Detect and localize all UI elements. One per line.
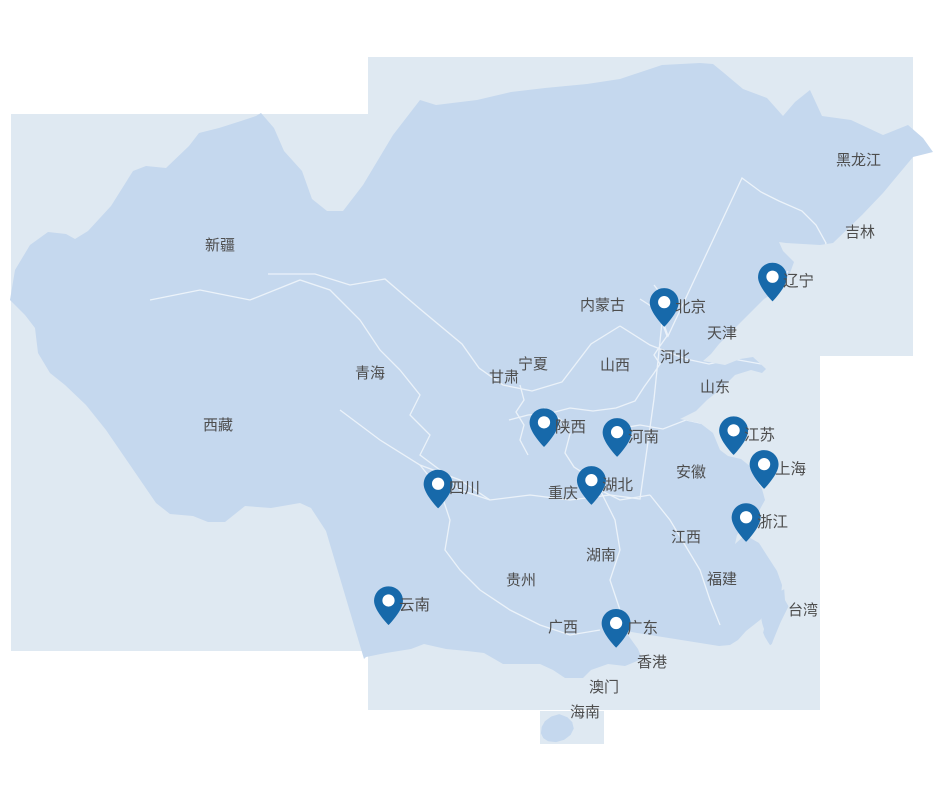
svg-text:青海: 青海	[355, 365, 385, 382]
svg-text:澳门: 澳门	[589, 679, 619, 696]
svg-text:海南: 海南	[570, 704, 600, 721]
svg-text:台湾: 台湾	[788, 602, 818, 619]
svg-text:新疆: 新疆	[205, 237, 235, 254]
svg-text:香港: 香港	[637, 654, 667, 671]
svg-text:河北: 河北	[660, 349, 690, 366]
svg-text:广西: 广西	[548, 619, 578, 636]
svg-text:广东: 广东	[627, 619, 658, 637]
svg-text:云南: 云南	[399, 596, 430, 614]
svg-text:湖南: 湖南	[586, 547, 616, 564]
svg-text:浙江: 浙江	[757, 513, 788, 531]
svg-text:重庆: 重庆	[548, 485, 578, 502]
svg-text:山东: 山东	[700, 379, 730, 396]
svg-text:安徽: 安徽	[676, 464, 706, 481]
svg-text:宁夏: 宁夏	[518, 356, 548, 373]
svg-text:黑龙江: 黑龙江	[836, 152, 881, 169]
svg-text:山西: 山西	[600, 357, 630, 374]
svg-text:江苏: 江苏	[744, 426, 775, 444]
svg-text:内蒙古: 内蒙古	[580, 297, 625, 314]
svg-text:北京: 北京	[675, 298, 706, 316]
svg-text:天津: 天津	[707, 325, 737, 342]
svg-text:辽宁: 辽宁	[783, 272, 814, 290]
svg-text:贵州: 贵州	[506, 572, 536, 589]
svg-text:四川: 四川	[449, 480, 480, 497]
svg-text:江西: 江西	[671, 529, 701, 546]
svg-text:陕西: 陕西	[555, 418, 586, 436]
svg-text:甘肃: 甘肃	[489, 369, 519, 386]
svg-text:上海: 上海	[775, 460, 806, 478]
svg-text:河南: 河南	[628, 428, 659, 446]
svg-text:湖北: 湖北	[602, 476, 634, 494]
svg-text:西藏: 西藏	[203, 417, 233, 434]
svg-text:吉林: 吉林	[845, 224, 875, 241]
svg-text:福建: 福建	[707, 571, 737, 588]
